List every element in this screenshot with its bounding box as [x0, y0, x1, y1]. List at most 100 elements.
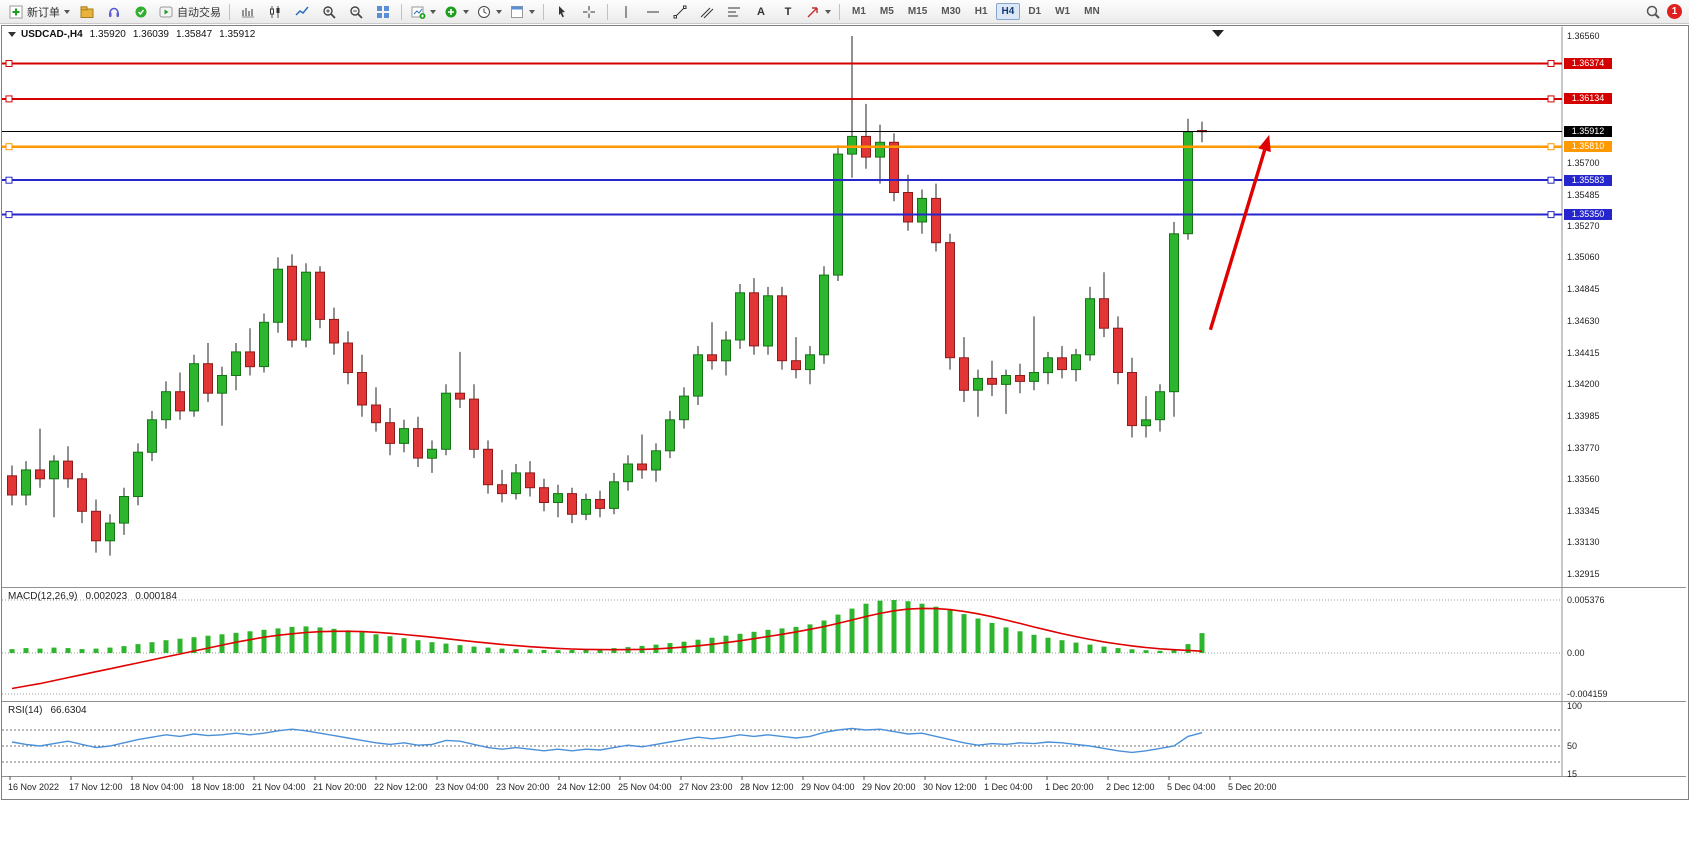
expert-advisor-button[interactable] — [128, 2, 154, 22]
dropdown-arrow-icon — [64, 9, 70, 14]
headset-button[interactable] — [101, 2, 127, 22]
channel-icon — [699, 4, 715, 20]
line-chart-button[interactable] — [289, 2, 315, 22]
timeframe-m1[interactable]: M1 — [852, 6, 866, 17]
toolbar-separator — [229, 3, 230, 20]
symbol-ohlc-readout: USDCAD-,H4 1.35920 1.36039 1.35847 1.359… — [8, 29, 255, 40]
new-chart-button[interactable] — [407, 2, 439, 22]
line-chart-icon — [294, 4, 310, 20]
macd-main-value: 0.002023 — [85, 591, 128, 602]
arrow-annotation-head[interactable] — [1258, 134, 1271, 153]
label-tool-button[interactable]: T — [775, 2, 801, 22]
symbol-list-dropdown-icon[interactable] — [8, 32, 16, 37]
bar-chart-icon — [240, 4, 256, 20]
auto-trading-icon — [158, 4, 174, 20]
channel-button[interactable] — [694, 2, 720, 22]
close-value: 1.35912 — [219, 29, 256, 40]
shapes-button[interactable] — [802, 2, 834, 22]
dropdown-arrow-icon — [825, 9, 831, 14]
timeframe-m30[interactable]: M30 — [941, 6, 961, 17]
rsi-readout: RSI(14) 66.6304 — [8, 705, 87, 716]
search-icon — [1645, 4, 1661, 20]
timeframe-m15[interactable]: M15 — [907, 6, 928, 17]
cursor-button[interactable] — [549, 2, 575, 22]
rsi-title: RSI(14) — [8, 705, 43, 716]
vertical-line-button[interactable] — [613, 2, 639, 22]
new-order-button[interactable]: 新订单 — [5, 2, 73, 22]
new-order-label: 新订单 — [27, 6, 60, 19]
line-handle[interactable] — [5, 143, 13, 151]
timeframe-h4[interactable]: H4 — [995, 3, 1021, 20]
macd-histogram — [9, 600, 1205, 653]
toolbar-separator — [839, 3, 840, 20]
trendline-icon — [672, 4, 688, 20]
horizontal-line-button[interactable] — [640, 2, 666, 22]
text-icon: A — [757, 5, 765, 18]
auto-trading-button[interactable]: 自动交易 — [155, 2, 224, 22]
low-value: 1.35847 — [175, 29, 213, 40]
cursor-icon — [554, 4, 570, 20]
text-tool-button[interactable]: A — [748, 2, 774, 22]
toolbar-separator — [401, 3, 402, 20]
line-handle[interactable] — [1547, 60, 1555, 67]
timeframe-w1[interactable]: W1 — [1055, 6, 1071, 17]
indicators-button[interactable] — [440, 2, 472, 22]
candlestick-chart-icon — [267, 4, 283, 20]
dropdown-arrow-icon — [430, 9, 436, 14]
new-order-icon — [8, 4, 24, 20]
crosshair-button[interactable] — [576, 2, 602, 22]
toolbar-separator — [607, 3, 608, 20]
line-handle[interactable] — [1547, 143, 1555, 151]
chart-profiles-icon — [79, 4, 95, 20]
new-chart-icon — [410, 4, 426, 20]
shapes-icon — [805, 4, 821, 20]
zoom-out-button[interactable] — [343, 2, 369, 22]
dropdown-arrow-icon — [463, 9, 469, 14]
candlestick-chart-button[interactable] — [262, 2, 288, 22]
macd-signal-line — [11, 607, 1203, 690]
templates-icon — [509, 4, 525, 20]
timeframe-d1[interactable]: D1 — [1028, 6, 1042, 17]
timeframe-switcher: M1 M5 M15 M30 H1 H4 D1 W1 MN — [845, 3, 1107, 20]
rsi-value: 66.6304 — [50, 705, 87, 716]
tile-windows-icon — [375, 4, 391, 20]
periods-icon — [476, 4, 492, 20]
timeframe-h1[interactable]: H1 — [974, 6, 988, 17]
trendline-button[interactable] — [667, 2, 693, 22]
fibonacci-button[interactable] — [721, 2, 747, 22]
chart-window[interactable]: 1.36374 1.36134 1.35912 1.35810 1.35583 1.353… — [1, 25, 1689, 800]
toolbar-separator — [543, 3, 544, 20]
indicators-icon — [443, 4, 459, 20]
timeframe-m5[interactable]: M5 — [879, 6, 894, 17]
periods-button[interactable] — [473, 2, 505, 22]
line-handle[interactable] — [5, 60, 13, 67]
chart-profiles-button[interactable] — [74, 2, 100, 22]
line-handle[interactable] — [1547, 95, 1555, 103]
line-handle[interactable] — [5, 211, 13, 219]
zoom-in-button[interactable] — [316, 2, 342, 22]
timeframe-mn[interactable]: MN — [1084, 6, 1100, 17]
line-handle[interactable] — [5, 176, 13, 184]
main-toolbar: 新订单 自动交易 A T M1 M5 M15 M30 H1 H4 D1 W1 MN 1 — [0, 0, 1689, 24]
zoom-in-icon — [321, 4, 337, 20]
candlestick-series — [7, 36, 1207, 556]
bar-chart-button[interactable] — [235, 2, 261, 22]
horizontal-line-icon — [645, 4, 661, 20]
tile-windows-button[interactable] — [370, 2, 396, 22]
chart-shift-marker[interactable] — [1212, 30, 1224, 37]
headset-icon — [106, 4, 122, 20]
dropdown-arrow-icon — [496, 9, 502, 14]
arrow-annotation[interactable] — [1208, 149, 1267, 331]
symbol-period-label: USDCAD-,H4 — [21, 29, 83, 40]
line-handle[interactable] — [1547, 176, 1555, 184]
templates-button[interactable] — [506, 2, 538, 22]
chart-canvas[interactable] — [2, 26, 1686, 797]
line-handle[interactable] — [5, 95, 13, 103]
macd-title: MACD(12,26,9) — [8, 591, 78, 602]
line-handle[interactable] — [1547, 211, 1555, 219]
auto-trading-label: 自动交易 — [177, 6, 221, 19]
search-button[interactable] — [1640, 2, 1666, 22]
fibonacci-icon — [726, 4, 742, 20]
crosshair-icon — [581, 4, 597, 20]
notification-badge[interactable]: 1 — [1667, 4, 1682, 19]
